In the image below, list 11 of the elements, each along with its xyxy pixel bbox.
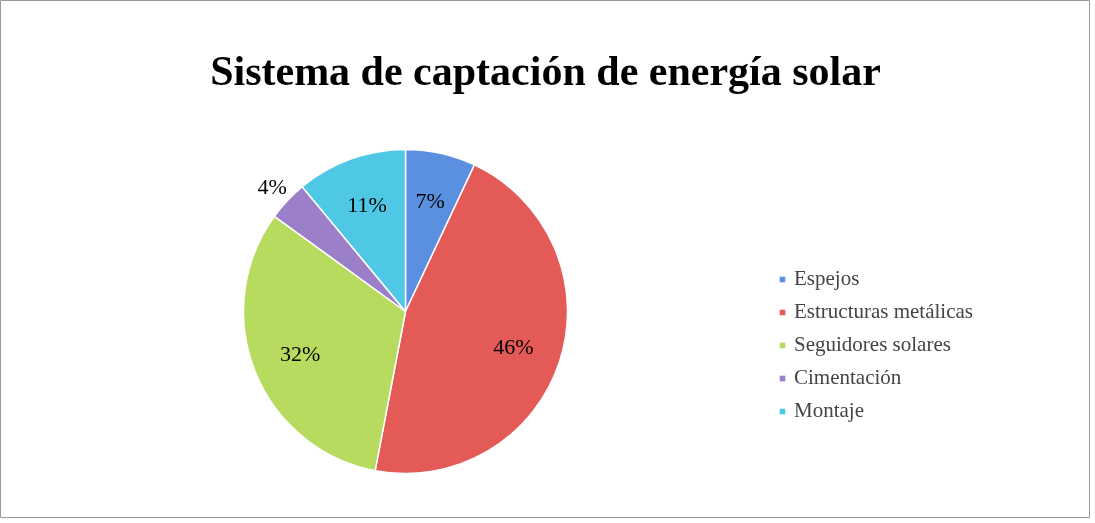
legend-label: Estructuras metálicas (794, 299, 974, 324)
chart-title: Sistema de captación de energía solar (210, 47, 881, 94)
data-label: 32% (279, 340, 321, 366)
data-label: 46% (493, 334, 534, 360)
legend-label: Espejos (794, 266, 860, 291)
data-label: 11% (347, 192, 387, 218)
legend-label: Seguidores solares (794, 332, 951, 357)
data-label: 7% (415, 188, 445, 214)
legend-label: Cimentación (794, 365, 902, 390)
legend-label: Montaje (794, 398, 864, 423)
data-label: 4% (257, 173, 287, 199)
